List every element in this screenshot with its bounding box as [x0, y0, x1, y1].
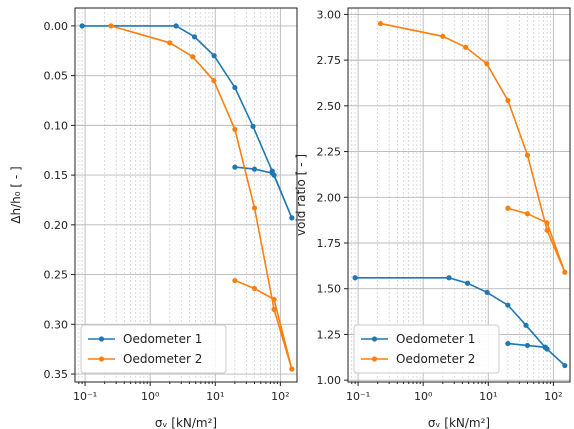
left-data-point-1 [232, 164, 238, 170]
right-data-point-2 [505, 205, 511, 211]
left-x-tick-label: 10² [271, 390, 289, 403]
right-x-tick-label: 10² [544, 390, 562, 403]
right-data-point-1 [464, 280, 471, 286]
right-legend-box [353, 324, 500, 374]
left-data-point-2 [271, 296, 277, 303]
right-y-tick-label: 1.00 [317, 374, 342, 387]
right-legend-label-2: Oedometer 2 [396, 352, 475, 366]
right-data-point-2 [377, 20, 383, 27]
right-y-tick-label: 1.50 [317, 283, 342, 296]
right-data-point-1 [505, 302, 511, 308]
left-data-point-2 [232, 277, 238, 284]
left-data-point-2 [251, 205, 258, 211]
left-x-tick-label: 10⁻¹ [73, 390, 97, 403]
right-legend-marker-2 [371, 356, 378, 362]
left-data-point-1 [211, 53, 217, 59]
right-data-point-1 [352, 275, 358, 281]
right-x-tick-label: 10¹ [479, 390, 497, 403]
right-x-tick-label: 10⁰ [414, 390, 433, 403]
right-data-point-2 [562, 269, 568, 275]
right-y-tick-label: 2.25 [317, 146, 342, 159]
left-y-tick-label: 0.30 [44, 318, 69, 331]
right-data-point-2 [505, 97, 511, 103]
right-x-axis-label: σᵥ [kN/m²] [428, 416, 490, 429]
left-series-line-1 [82, 25, 293, 219]
left-data-point-2 [232, 126, 238, 132]
left-data-point-1 [251, 166, 258, 172]
left-y-axis-label: Δh/h₀ [ - ] [9, 166, 23, 223]
left-data-point-1 [232, 84, 238, 91]
right-data-point-1 [524, 342, 531, 349]
right-data-point-2 [524, 211, 531, 217]
left-x-tick-label: 10⁰ [141, 390, 160, 403]
left-y-tick-label: 0.35 [44, 368, 69, 381]
left-data-point-2 [167, 40, 173, 46]
right-data-point-1 [562, 362, 568, 369]
right-data-point-1 [542, 344, 548, 350]
left-y-tick-label: 0.15 [44, 169, 69, 182]
left-data-point-2 [271, 306, 277, 312]
left-series-line-2 [110, 25, 293, 370]
left-data-point-1 [173, 23, 179, 29]
left-data-point-1 [289, 215, 295, 221]
right-series-line-2 [380, 22, 566, 273]
left-y-tick-label: 0.00 [44, 20, 69, 33]
left-legend-marker-2 [98, 356, 105, 362]
left-y-tick-label: 0.20 [44, 219, 69, 232]
right-data-point-2 [484, 61, 490, 67]
right-data-point-1 [484, 289, 490, 295]
right-axes-frame [347, 7, 571, 383]
right-data-point-2 [463, 44, 469, 50]
left-legend-marker-1 [98, 336, 105, 342]
left-legend-label-1: Oedometer 1 [123, 332, 202, 346]
right-data-point-2 [440, 33, 446, 39]
left-data-point-1 [191, 34, 198, 40]
right-legend-label-1: Oedometer 1 [396, 332, 475, 346]
right-data-point-1 [505, 340, 511, 347]
right-legend-marker-1 [371, 336, 378, 342]
left-y-tick-label: 0.25 [44, 269, 69, 282]
right-legend: Oedometer 1 Oedometer 2 [353, 324, 500, 374]
left-data-point-2 [211, 78, 217, 84]
right-series-line-1 [355, 276, 566, 367]
left-y-tick-label: 0.05 [44, 70, 69, 83]
right-y-tick-label: 1.75 [317, 237, 342, 250]
left-plot-axes: 10⁻¹ 10⁰ 10¹ 10² 0.00 0.05 0.10 0.15 0.20 0.25 0.3… [9, 7, 298, 429]
left-data-point-1 [269, 170, 275, 176]
right-y-tick-label: 2.75 [317, 54, 342, 67]
right-x-tick-label: 10⁻¹ [346, 390, 370, 403]
right-y-tick-label: 2.50 [317, 100, 342, 113]
left-x-tick-label: 10¹ [206, 390, 224, 403]
right-plot-axes: 10⁻¹ 10⁰ 10¹ 10² 1.00 1.25 1.50 1.75 2.00 2.25 2.5… [294, 7, 571, 429]
right-data-point-2 [544, 227, 550, 233]
right-data-point-1 [523, 322, 529, 328]
right-y-tick-label: 3.00 [317, 8, 342, 21]
left-legend-label-2: Oedometer 2 [123, 352, 202, 366]
left-axes-frame [74, 7, 298, 383]
left-y-tick-label: 0.10 [44, 119, 69, 132]
right-y-axis-label: void ratio [ - ] [294, 154, 308, 236]
left-data-point-1 [250, 123, 256, 129]
right-data-point-2 [544, 220, 550, 226]
left-data-point-2 [289, 366, 295, 372]
right-data-point-1 [446, 275, 452, 281]
left-data-point-2 [251, 285, 258, 292]
right-y-tick-label: 1.25 [317, 328, 342, 341]
left-data-point-2 [190, 54, 196, 60]
left-data-point-1 [79, 23, 85, 29]
left-x-axis-label: σᵥ [kN/m²] [155, 416, 217, 429]
left-legend: Oedometer 1 Oedometer 2 [80, 324, 227, 374]
right-y-tick-label: 2.00 [317, 191, 342, 204]
right-data-point-2 [524, 152, 531, 158]
left-data-point-2 [108, 23, 114, 29]
left-legend-box [80, 324, 227, 374]
